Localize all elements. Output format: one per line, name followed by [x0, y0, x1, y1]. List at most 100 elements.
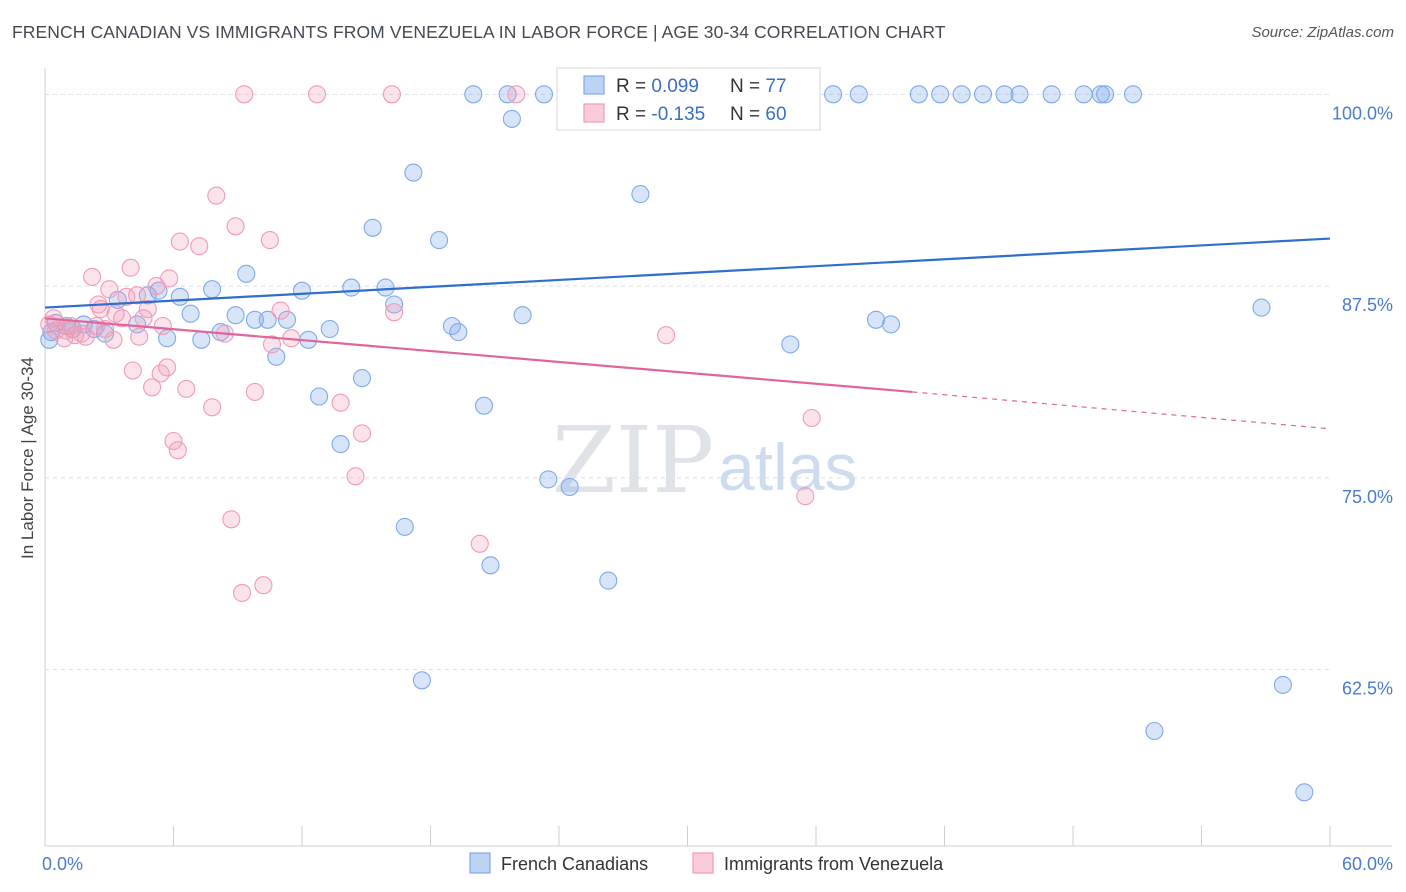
- venezuela-point: [104, 330, 123, 349]
- french_canadians-point: [909, 85, 928, 104]
- french_canadians-point: [481, 556, 500, 575]
- venezuela-point: [235, 85, 254, 104]
- watermark: ZIP atlas: [552, 407, 857, 514]
- french_canadians-point: [1010, 85, 1029, 104]
- y-tick-labels: 100.0% 87.5% 75.0% 62.5%: [1332, 103, 1393, 698]
- french_canadians-point: [237, 264, 256, 283]
- french_canadians-point: [352, 369, 372, 388]
- watermark-zip: ZIP: [552, 407, 714, 514]
- y-tick-label: 62.5%: [1342, 679, 1393, 699]
- legend-row-1: R = 0.099: [616, 76, 699, 97]
- venezuela-point: [177, 379, 196, 398]
- venezuela-point: [143, 378, 162, 397]
- venezuela-point: [100, 280, 119, 299]
- legend-r-value: 0.099: [651, 76, 699, 97]
- french_canadians-point: [1091, 85, 1110, 104]
- venezuela-point: [130, 327, 149, 346]
- french_canadians-point: [363, 218, 382, 237]
- french_canadians-point: [534, 85, 554, 104]
- french_canadians-point: [320, 319, 339, 339]
- french_canadians-point: [1252, 298, 1271, 317]
- x-tick-label: 60.0%: [1342, 854, 1393, 874]
- legend-row-2-n: N = 60: [730, 104, 787, 125]
- legend-n-value: 77: [765, 76, 786, 97]
- french_canadians-point: [849, 85, 868, 104]
- french_canadians-point: [502, 109, 521, 128]
- venezuela-point: [226, 217, 245, 236]
- grid-lines: [45, 93, 1330, 671]
- french_canadians-point: [513, 306, 532, 325]
- french_canadians-point: [866, 310, 886, 329]
- french_canadians-point: [1074, 85, 1093, 104]
- venezuela-point: [657, 326, 676, 345]
- venezuela-point: [83, 267, 102, 286]
- french_canadians-point: [395, 517, 414, 536]
- venezuela-point: [76, 327, 95, 346]
- venezuela-point: [260, 231, 279, 250]
- y-tick-label: 100.0%: [1332, 103, 1393, 123]
- series-legend-swatch-venezuela: [692, 852, 714, 874]
- series-legend: French Canadians Immigrants from Venezue…: [469, 852, 944, 874]
- venezuela-point: [271, 301, 290, 320]
- venezuela-point: [57, 321, 76, 340]
- venezuela-point: [262, 335, 282, 354]
- venezuela-point: [164, 431, 183, 451]
- y-tick-label: 75.0%: [1342, 487, 1393, 507]
- venezuela-point: [385, 303, 404, 322]
- venezuela-trend-line: [44, 317, 913, 394]
- chart-title: FRENCH CANADIAN VS IMMIGRANTS FROM VENEZ…: [12, 22, 946, 42]
- french_canadians-point: [449, 323, 468, 342]
- french_canadians-point: [539, 470, 558, 489]
- french_canadians-point: [342, 278, 361, 297]
- legend-row-1-n: N = 77: [730, 76, 787, 97]
- venezuela-point: [222, 510, 241, 529]
- venezuela-point: [207, 186, 226, 205]
- french_canadians-point: [430, 231, 449, 250]
- french_canadians-point: [277, 310, 297, 329]
- venezuela-point: [245, 382, 264, 401]
- french_canadians-point: [170, 287, 189, 306]
- venezuela-point: [138, 300, 157, 319]
- legend-r-label: R =: [616, 76, 651, 97]
- venezuela-point: [331, 393, 350, 412]
- venezuela-point: [128, 286, 147, 305]
- series-legend-label-venezuela: Immigrants from Venezuela: [724, 854, 944, 874]
- french_canadians-point: [1273, 675, 1292, 694]
- venezuela-point: [190, 237, 209, 256]
- axes: [44, 68, 1392, 847]
- venezuela-point: [232, 583, 252, 602]
- venezuela-point: [160, 269, 179, 288]
- venezuela-point: [153, 316, 172, 336]
- legend-row-2: R = -0.135: [616, 104, 705, 125]
- french_canadians-point: [931, 85, 950, 104]
- french_canadians-trend-line: [44, 237, 1331, 309]
- x-tick-labels: 0.0% 60.0%: [42, 854, 1393, 874]
- legend-n-label: N =: [730, 104, 765, 125]
- x-tick-label: 0.0%: [42, 854, 83, 874]
- venezuela-point: [203, 398, 222, 417]
- french_canadians-point: [560, 477, 579, 497]
- french_canadians-point: [404, 163, 423, 182]
- venezuela-point: [123, 361, 142, 380]
- legend-r-label: R =: [616, 104, 651, 125]
- french_canadians-point: [292, 281, 312, 300]
- french_canadians-point: [245, 310, 264, 329]
- french_canadians-point: [474, 396, 494, 415]
- french_canadians-point: [1123, 85, 1143, 104]
- venezuela-point: [470, 534, 489, 553]
- french_canadians-point: [376, 278, 395, 297]
- french_canadians-point: [331, 435, 350, 454]
- french_canadians-point: [464, 85, 483, 104]
- french_canadians-point: [385, 295, 404, 314]
- venezuela-point: [170, 232, 189, 251]
- venezuela-point: [91, 300, 110, 319]
- correlation-legend: R = 0.099 N = 77 R = -0.135 N = 60: [556, 67, 821, 131]
- french_canadians-point: [781, 335, 800, 354]
- french_canadians-point: [181, 304, 200, 323]
- french_canadians-point: [1096, 85, 1115, 104]
- french_canadians-point: [203, 280, 222, 299]
- french_canadians-point: [952, 85, 971, 104]
- venezuela-point: [158, 358, 177, 377]
- legend-swatch-french-canadians: [583, 75, 605, 95]
